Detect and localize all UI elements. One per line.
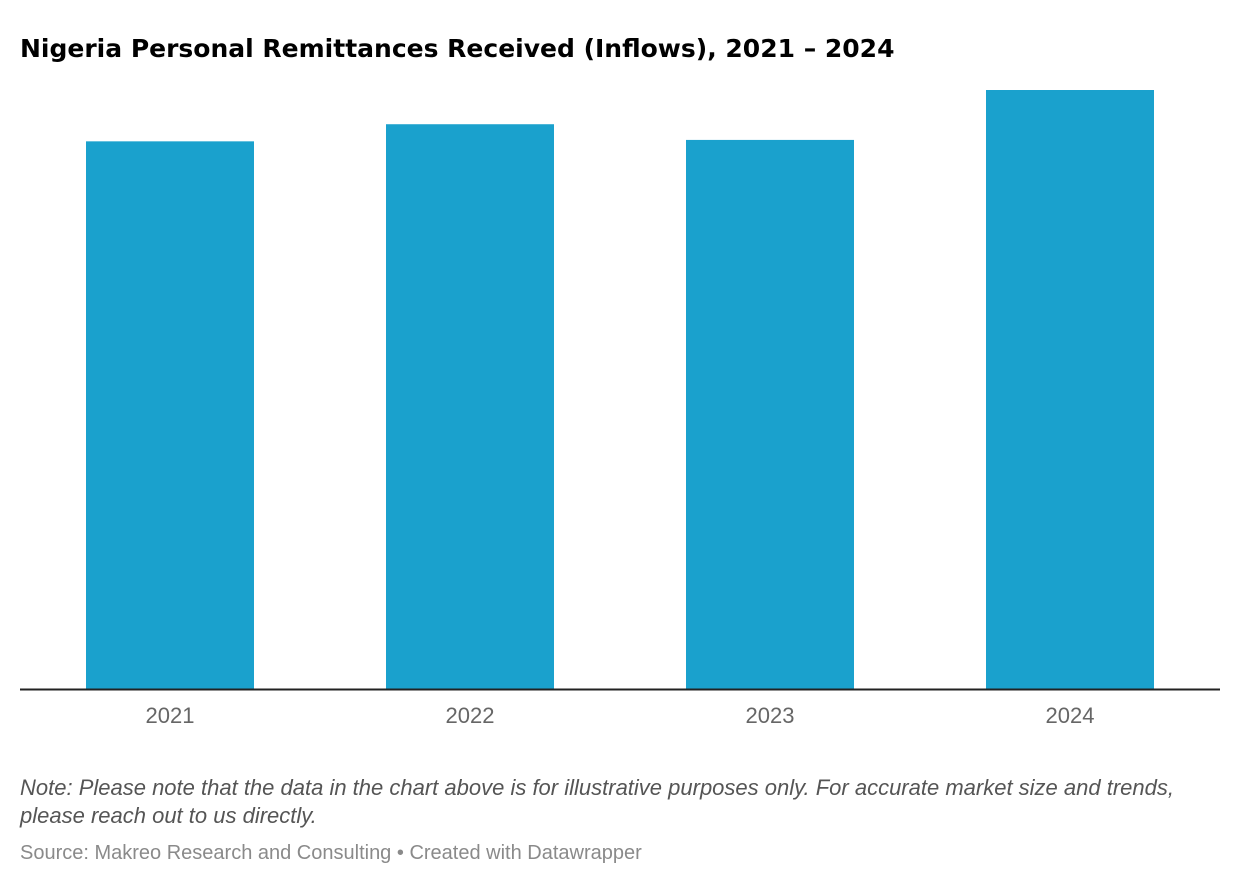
x-tick-label-2022: 2022 [446,703,495,728]
bars-group [86,90,1154,690]
chart-title: Nigeria Personal Remittances Received (I… [20,34,895,63]
bar-chart: 2021 2022 2023 2024 [20,90,1220,728]
bar-2023 [686,139,854,689]
footer-separator: • [396,842,404,864]
credit-text: Created with Datawrapper [409,842,642,864]
chart-footer: Source: Makreo Research and Consulting •… [20,842,642,865]
bar-2021 [86,141,254,690]
x-tick-label-2021: 2021 [146,703,195,728]
x-tick-label-2024: 2024 [1046,703,1095,728]
bar-2024 [986,90,1154,689]
source-text: Source: Makreo Research and Consulting [20,842,392,864]
bar-2022 [386,124,554,689]
x-tick-labels: 2021 2022 2023 2024 [146,703,1095,728]
chart-note: Note: Please note that the data in the c… [20,775,1174,828]
x-tick-label-2023: 2023 [746,703,795,728]
